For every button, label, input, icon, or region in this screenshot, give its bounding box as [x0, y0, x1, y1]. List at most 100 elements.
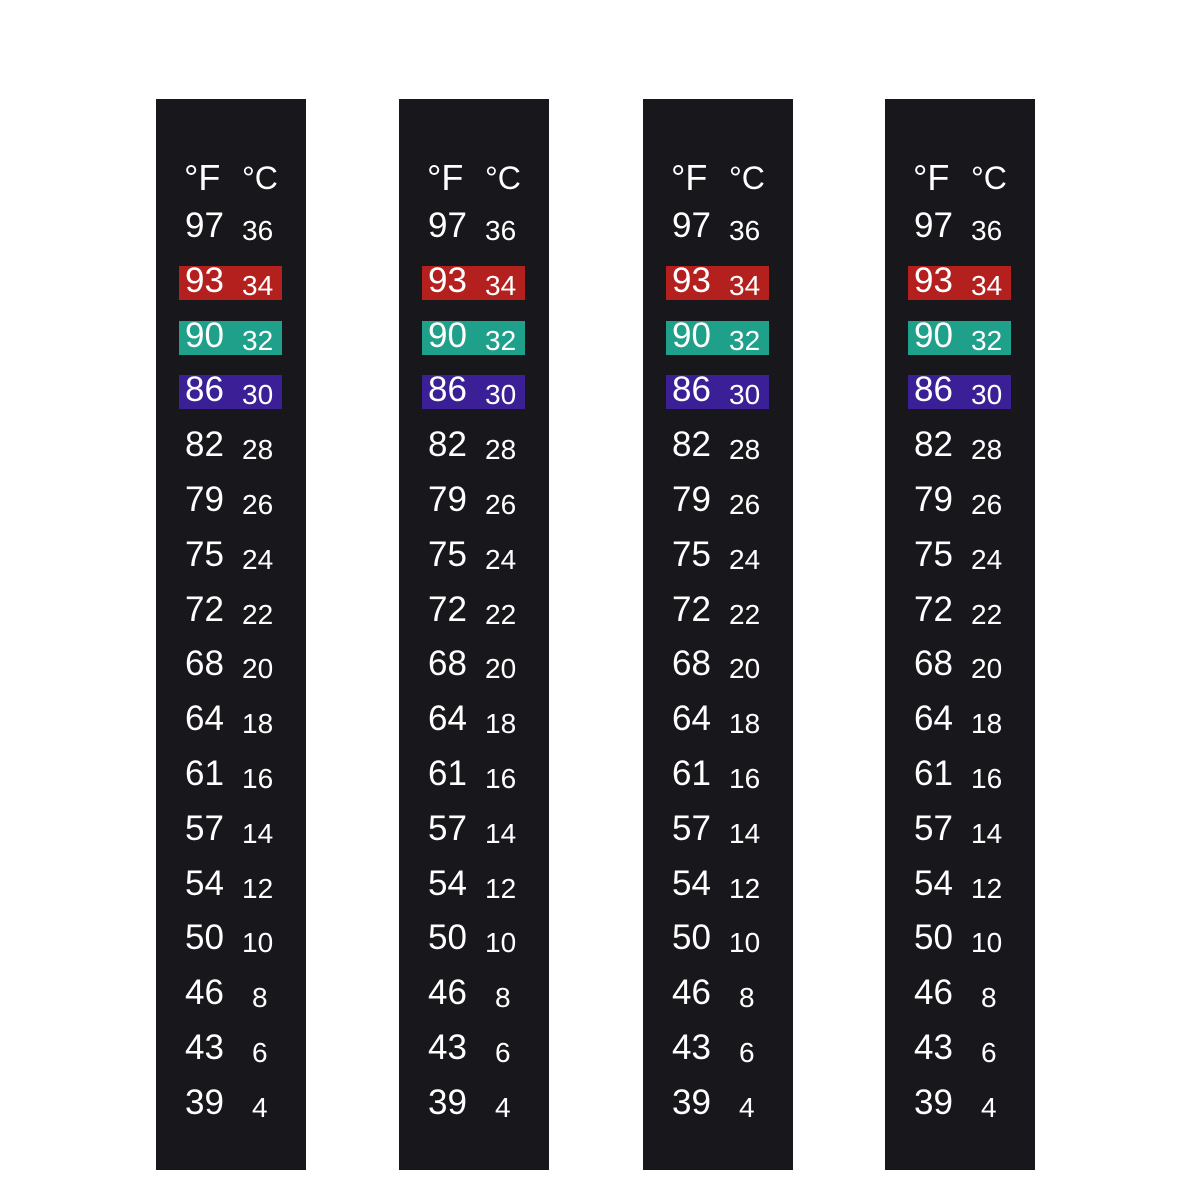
fahrenheit-value: 64 — [672, 699, 711, 739]
celsius-value: 20 — [971, 653, 1003, 685]
fahrenheit-value: 97 — [914, 206, 953, 245]
celsius-value: 34 — [971, 269, 1003, 301]
temperature-row: 75 24 — [666, 535, 769, 575]
temperature-row: 79 26 — [422, 480, 525, 520]
fahrenheit-value: 39 — [185, 1082, 224, 1122]
celsius-value: 6 — [495, 1037, 511, 1068]
fahrenheit-value: 90 — [185, 315, 224, 355]
highlighted-temperature-row: 93 34 — [422, 261, 525, 301]
temperature-row: 43 6 — [422, 1028, 525, 1068]
temperature-row: 54 12 — [422, 864, 525, 904]
fahrenheit-value: 61 — [914, 754, 953, 793]
temperature-row: 75 24 — [179, 535, 282, 575]
fahrenheit-value: 93 — [914, 260, 953, 300]
fahrenheit-value: 75 — [672, 534, 711, 574]
temperature-row: 64 18 — [179, 699, 282, 739]
fahrenheit-header: °F — [184, 157, 221, 198]
temperature-row: 61 16 — [908, 754, 1011, 794]
thermometer-strip: °F °C 97 36 93 34 90 32 86 30 82 28 79 26 75 24 72 22 68 20… — [643, 99, 793, 1170]
celsius-value: 34 — [485, 269, 517, 301]
fahrenheit-value: 68 — [185, 644, 224, 684]
temperature-row: 97 36 — [666, 206, 769, 246]
fahrenheit-value: 79 — [428, 480, 467, 519]
fahrenheit-value: 72 — [914, 589, 953, 629]
temperature-row: 72 22 — [666, 590, 769, 630]
celsius-value: 36 — [242, 215, 274, 246]
celsius-value: 12 — [729, 872, 761, 904]
fahrenheit-value: 86 — [428, 370, 467, 410]
temperature-row: 97 36 — [422, 206, 525, 246]
temperature-row: 39 4 — [666, 1083, 769, 1123]
celsius-value: 12 — [971, 872, 1003, 904]
celsius-value: 34 — [242, 269, 274, 301]
temperature-row: 54 12 — [908, 864, 1011, 904]
celsius-value: 12 — [485, 872, 517, 904]
temperature-row: 82 28 — [422, 425, 525, 465]
fahrenheit-value: 79 — [672, 480, 711, 519]
temperature-row: 79 26 — [666, 480, 769, 520]
fahrenheit-value: 50 — [428, 918, 467, 958]
fahrenheit-value: 57 — [914, 808, 953, 848]
fahrenheit-value: 90 — [672, 315, 711, 355]
celsius-value: 8 — [981, 982, 997, 1014]
temperature-row: 57 14 — [179, 809, 282, 849]
celsius-value: 32 — [242, 324, 274, 356]
fahrenheit-value: 43 — [672, 1028, 711, 1067]
fahrenheit-value: 82 — [672, 425, 711, 465]
temperature-row: 39 4 — [908, 1083, 1011, 1123]
fahrenheit-value: 64 — [428, 699, 467, 739]
temperature-row: 43 6 — [179, 1028, 282, 1068]
temperature-row: 68 20 — [179, 644, 282, 684]
fahrenheit-value: 97 — [185, 206, 224, 245]
fahrenheit-value: 46 — [185, 973, 224, 1013]
celsius-value: 22 — [729, 598, 761, 630]
fahrenheit-value: 46 — [914, 973, 953, 1013]
celsius-value: 16 — [242, 763, 274, 794]
celsius-value: 14 — [971, 817, 1003, 849]
fahrenheit-value: 54 — [428, 863, 467, 903]
temperature-row: 82 28 — [179, 425, 282, 465]
temperature-row: 75 24 — [422, 535, 525, 575]
temperature-row: 72 22 — [422, 590, 525, 630]
temperature-row: 79 26 — [908, 480, 1011, 520]
celsius-value: 18 — [971, 708, 1003, 740]
celsius-value: 26 — [971, 489, 1003, 520]
temperature-row: 43 6 — [908, 1028, 1011, 1068]
celsius-header: °C — [242, 160, 278, 196]
fahrenheit-value: 54 — [185, 863, 224, 903]
highlighted-temperature-row: 86 30 — [908, 370, 1011, 410]
celsius-value: 28 — [971, 434, 1003, 466]
fahrenheit-header: °F — [427, 157, 464, 198]
celsius-value: 36 — [971, 215, 1003, 246]
fahrenheit-value: 54 — [672, 863, 711, 903]
fahrenheit-value: 72 — [672, 589, 711, 629]
fahrenheit-value: 79 — [185, 480, 224, 519]
fahrenheit-value: 50 — [185, 918, 224, 958]
celsius-value: 14 — [485, 817, 517, 849]
temperature-row: 72 22 — [908, 590, 1011, 630]
temperature-row: 57 14 — [908, 809, 1011, 849]
highlighted-temperature-row: 90 32 — [666, 316, 769, 356]
fahrenheit-value: 82 — [914, 425, 953, 465]
celsius-value: 26 — [729, 489, 761, 520]
celsius-value: 34 — [729, 269, 761, 301]
fahrenheit-value: 64 — [185, 699, 224, 739]
celsius-value: 32 — [729, 324, 761, 356]
celsius-value: 16 — [971, 763, 1003, 794]
temperature-row: 75 24 — [908, 535, 1011, 575]
fahrenheit-header: °F — [913, 157, 950, 198]
temperature-row: 82 28 — [666, 425, 769, 465]
fahrenheit-value: 93 — [428, 260, 467, 300]
temperature-row: 64 18 — [422, 699, 525, 739]
celsius-value: 26 — [242, 489, 274, 520]
temperature-row: 50 10 — [422, 918, 525, 958]
celsius-value: 24 — [971, 543, 1003, 575]
celsius-value: 12 — [242, 872, 274, 904]
fahrenheit-value: 43 — [185, 1028, 224, 1067]
celsius-value: 36 — [729, 215, 761, 246]
temperature-row: 82 28 — [908, 425, 1011, 465]
fahrenheit-value: 43 — [428, 1028, 467, 1067]
temperature-row: 39 4 — [179, 1083, 282, 1123]
celsius-value: 18 — [242, 708, 274, 740]
fahrenheit-value: 57 — [185, 808, 224, 848]
